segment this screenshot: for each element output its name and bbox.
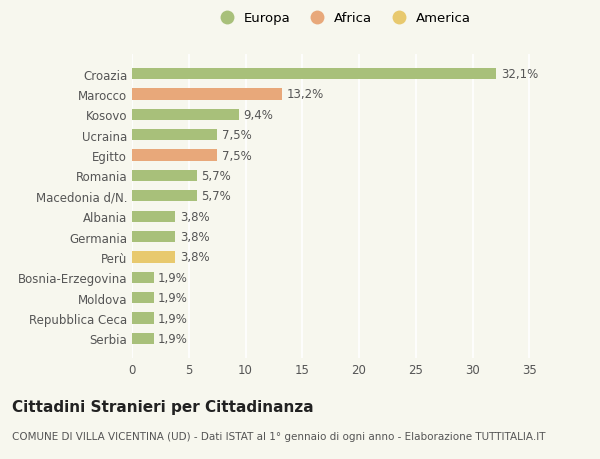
Bar bbox=[132, 272, 154, 283]
Text: 13,2%: 13,2% bbox=[286, 88, 323, 101]
Text: 5,7%: 5,7% bbox=[201, 169, 231, 183]
Bar bbox=[132, 130, 217, 141]
Bar bbox=[132, 110, 239, 121]
Bar bbox=[132, 69, 496, 80]
Bar bbox=[132, 252, 175, 263]
Text: 1,9%: 1,9% bbox=[158, 271, 188, 284]
Text: 3,8%: 3,8% bbox=[179, 210, 209, 223]
Text: 9,4%: 9,4% bbox=[243, 109, 273, 122]
Text: 7,5%: 7,5% bbox=[221, 129, 251, 142]
Bar bbox=[132, 191, 197, 202]
Text: 1,9%: 1,9% bbox=[158, 291, 188, 304]
Bar bbox=[132, 231, 175, 243]
Bar bbox=[132, 211, 175, 222]
Text: Cittadini Stranieri per Cittadinanza: Cittadini Stranieri per Cittadinanza bbox=[12, 399, 314, 414]
Text: 1,9%: 1,9% bbox=[158, 332, 188, 345]
Bar bbox=[132, 313, 154, 324]
Bar bbox=[132, 333, 154, 344]
Text: 32,1%: 32,1% bbox=[501, 68, 538, 81]
Bar bbox=[132, 150, 217, 161]
Bar bbox=[132, 292, 154, 303]
Bar bbox=[132, 170, 197, 182]
Text: 5,7%: 5,7% bbox=[201, 190, 231, 203]
Text: 1,9%: 1,9% bbox=[158, 312, 188, 325]
Text: 7,5%: 7,5% bbox=[221, 149, 251, 162]
Bar bbox=[132, 89, 282, 101]
Legend: Europa, Africa, America: Europa, Africa, America bbox=[208, 7, 476, 31]
Text: 3,8%: 3,8% bbox=[179, 251, 209, 264]
Text: COMUNE DI VILLA VICENTINA (UD) - Dati ISTAT al 1° gennaio di ogni anno - Elabora: COMUNE DI VILLA VICENTINA (UD) - Dati IS… bbox=[12, 431, 545, 442]
Text: 3,8%: 3,8% bbox=[179, 230, 209, 244]
